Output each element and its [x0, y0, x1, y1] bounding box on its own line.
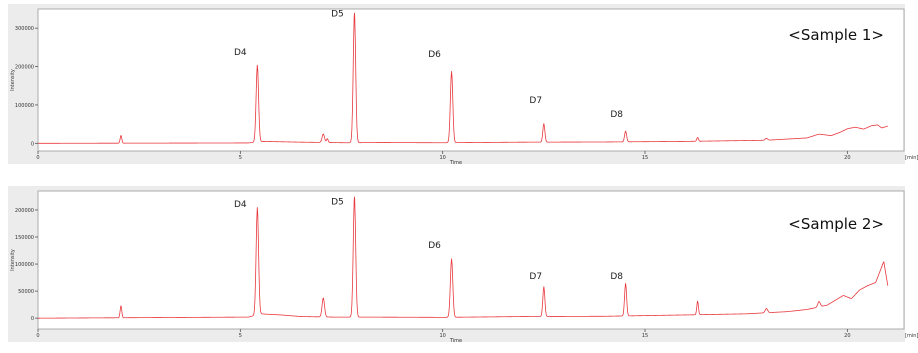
- peak-label-d8: D8: [610, 272, 623, 282]
- x-axis-label: Time: [449, 338, 462, 344]
- y-axis-label: Intensity: [10, 249, 16, 271]
- x-tick-label: 15: [642, 155, 648, 161]
- peak-label-d7: D7: [529, 96, 542, 106]
- plot-area: [37, 190, 905, 330]
- peak-label-d7: D7: [529, 272, 542, 282]
- x-tick-label: 0: [36, 333, 39, 339]
- x-axis-label: Time: [449, 160, 462, 166]
- x-tick-label: 0: [36, 155, 39, 161]
- x-tick-label: 10: [439, 155, 445, 161]
- chromatogram-chart-sample-1: 0 100000 200000 300000 0 5 10 15 20 Time [min] Inte…: [8, 4, 918, 166]
- peak-label-d5: D5: [331, 198, 344, 208]
- x-tick-label: 10: [439, 333, 445, 339]
- x-tick-label: 20: [844, 155, 850, 161]
- x-axis-unit: [min]: [905, 155, 918, 161]
- peak-label-d6: D6: [428, 50, 441, 60]
- x-tick-label: 15: [642, 333, 648, 339]
- y-tick-label: 100000: [15, 262, 34, 268]
- peak-label-d4: D4: [234, 200, 247, 210]
- y-tick-label: 300000: [15, 26, 34, 32]
- chromatogram-panel-sample-1: 0 100000 200000 300000 0 5 10 15 20 Time [min] Inte…: [0, 0, 918, 172]
- chromatogram-chart-sample-2: 0 50000 100000 150000 200000 0 5 10 15 20 Time [min…: [8, 186, 918, 344]
- sample-title: <Sample 1>: [788, 26, 884, 44]
- y-tick-label: 0: [31, 316, 34, 322]
- y-tick-label: 200000: [15, 65, 34, 71]
- peak-label-d8: D8: [610, 110, 623, 120]
- y-tick-label: 150000: [15, 235, 34, 241]
- x-tick-label: 5: [239, 333, 242, 339]
- plot-area: [37, 8, 905, 152]
- chromatogram-panel-sample-2: 0 50000 100000 150000 200000 0 5 10 15 20 Time [min…: [0, 182, 918, 349]
- sample-title: <Sample 2>: [788, 215, 884, 233]
- x-tick-label: 5: [239, 155, 242, 161]
- y-tick-label: 100000: [15, 103, 34, 109]
- chromatogram-trace: [38, 12, 888, 144]
- peak-label-d6: D6: [428, 241, 441, 251]
- peak-label-d5: D5: [331, 10, 344, 20]
- y-tick-label: 200000: [15, 208, 34, 214]
- x-axis-unit: [min]: [905, 333, 918, 339]
- chromatogram-trace: [37, 196, 889, 319]
- x-tick-label: 20: [844, 333, 850, 339]
- y-axis-label: Intensity: [10, 69, 16, 91]
- y-tick-label: 50000: [18, 289, 34, 295]
- peak-label-d4: D4: [234, 48, 247, 58]
- y-tick-label: 0: [31, 141, 34, 147]
